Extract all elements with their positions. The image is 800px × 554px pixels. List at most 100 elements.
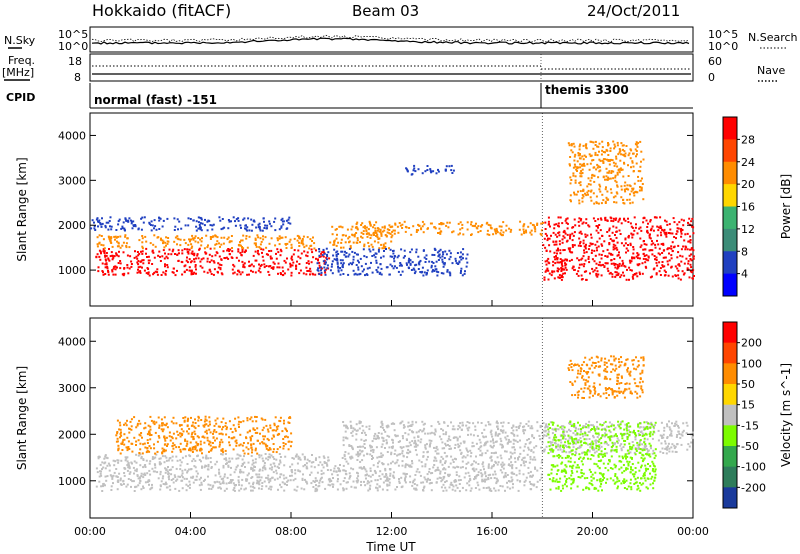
scatter-cell — [495, 482, 498, 485]
scatter-cell — [592, 424, 594, 427]
scatter-cell — [631, 473, 634, 476]
scatter-cell — [251, 489, 254, 492]
scatter-cell — [222, 250, 225, 253]
scatter-cell — [478, 488, 481, 491]
scatter-cell — [585, 222, 588, 225]
scatter-region — [95, 452, 544, 493]
scatter-cell — [591, 473, 594, 476]
scatter-cell — [403, 255, 406, 258]
scatter-cell — [228, 253, 231, 256]
scatter-cell — [452, 485, 455, 488]
scatter-cell — [674, 422, 677, 425]
scatter-cell — [300, 240, 303, 243]
scatter-cell — [608, 229, 611, 232]
scatter-cell — [107, 257, 110, 260]
scatter-cell — [583, 451, 586, 454]
scatter-cell — [101, 217, 103, 220]
scatter-cell — [602, 475, 604, 478]
scatter-cell — [593, 249, 596, 252]
scatter-cell — [270, 237, 273, 240]
scatter-cell — [140, 228, 143, 231]
scatter-cell — [314, 459, 317, 461]
scatter-cell — [291, 264, 294, 267]
scatter-cell — [412, 431, 415, 434]
scatter-cell — [618, 168, 621, 171]
scatter-cell — [201, 465, 203, 468]
scatter-cell — [606, 219, 609, 222]
scatter-cell — [218, 481, 221, 484]
scatter-cell — [279, 456, 282, 458]
scatter-cell — [266, 227, 268, 230]
scatter-cell — [341, 457, 344, 459]
scatter-cell — [659, 216, 662, 219]
scatter-cell — [630, 269, 633, 272]
scatter-cell — [363, 268, 365, 271]
scatter-cell — [443, 467, 446, 470]
scatter-cell — [652, 487, 655, 490]
scatter-cell — [527, 448, 530, 451]
scatter-cell — [562, 425, 565, 428]
scatter-cell — [433, 247, 436, 250]
scatter-cell — [273, 478, 276, 481]
scatter-cell — [201, 222, 204, 225]
scatter-cell — [557, 249, 559, 252]
scatter-cell — [253, 219, 255, 222]
scatter-cell — [283, 482, 286, 485]
scatter-cell — [381, 426, 384, 429]
scatter-cell — [372, 449, 375, 452]
scatter-cell — [496, 422, 499, 425]
scatter-cell — [565, 480, 568, 482]
scatter-cell — [555, 255, 557, 258]
scatter-cell — [383, 250, 385, 252]
scatter-cell — [195, 478, 198, 481]
y-tick-label: 1000 — [58, 264, 86, 277]
scatter-cell — [227, 219, 230, 221]
scatter-cell — [522, 462, 525, 464]
scatter-cell — [574, 224, 577, 227]
scatter-cell — [506, 486, 509, 489]
scatter-cell — [680, 248, 683, 251]
scatter-cell — [611, 441, 614, 444]
scatter-cell — [350, 455, 353, 458]
scatter-cell — [112, 256, 115, 259]
scatter-cell — [240, 254, 243, 257]
scatter-cell — [605, 186, 607, 189]
scatter-cell — [151, 263, 154, 265]
scatter-cell — [596, 444, 599, 447]
scatter-cell — [454, 466, 456, 469]
scatter-cell — [445, 480, 448, 483]
scatter-cell — [626, 268, 628, 271]
scatter-cell — [279, 254, 282, 257]
scatter-cell — [340, 246, 342, 249]
scatter-cell — [277, 467, 280, 469]
scatter-cell — [276, 266, 279, 269]
scatter-cell — [380, 420, 383, 423]
scatter-cell — [481, 480, 484, 483]
scatter-cell — [287, 268, 290, 271]
scatter-cell — [578, 237, 581, 240]
scatter-cell — [687, 260, 690, 263]
scatter-cell — [664, 442, 667, 445]
scatter-cell — [441, 447, 444, 450]
scatter-cell — [359, 460, 362, 463]
scatter-cell — [369, 237, 372, 239]
scatter-cell — [196, 253, 199, 256]
scatter-cell — [238, 489, 241, 492]
scatter-cell — [599, 460, 602, 463]
scatter-cell — [132, 220, 135, 223]
scatter-cell — [351, 225, 354, 228]
scatter-cell — [527, 424, 530, 427]
scatter-cell — [669, 428, 672, 431]
scatter-cell — [258, 469, 261, 472]
scatter-cell — [641, 460, 644, 463]
scatter-cell — [102, 238, 105, 241]
scatter-cell — [337, 469, 340, 472]
scatter-cell — [153, 271, 156, 274]
scatter-cell — [247, 217, 250, 220]
scatter-cell — [463, 272, 466, 275]
scatter-cell — [105, 456, 108, 459]
scatter-cell — [473, 225, 476, 228]
scatter-cell — [570, 149, 573, 152]
scatter-cell — [560, 470, 563, 473]
scatter-cell — [324, 263, 327, 266]
